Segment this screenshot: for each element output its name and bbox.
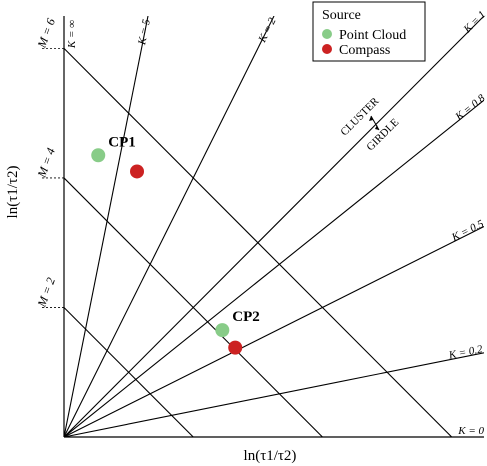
legend-box xyxy=(312,1,426,62)
m-label-m-4: M = 4 xyxy=(34,146,58,180)
m-label-m-2: M = 2 xyxy=(34,276,58,310)
point-cp1-compass xyxy=(130,164,145,179)
k-label-k-0: K = 0 xyxy=(457,425,484,437)
k-label-k-5: K = 5 xyxy=(136,18,153,47)
k-line-k-2 xyxy=(64,16,275,437)
k-label-k-0-8: K = 0.8 xyxy=(453,92,487,124)
arrow-head-down-icon xyxy=(375,125,379,130)
point-label-cp2: CP2 xyxy=(232,309,259,325)
legend-title: Source xyxy=(322,8,361,23)
point-label-cp1: CP1 xyxy=(108,134,136,150)
k-label-k-1: K = 1 xyxy=(461,9,487,36)
m-labels-group: M = 6 M = 4 M = 2 xyxy=(34,16,64,310)
point-labels-group: CP1 CP2 xyxy=(108,134,260,325)
k-line-k-0-2 xyxy=(64,352,484,437)
k-line-k-0-8 xyxy=(64,99,484,437)
k-label-k: K = ∞ xyxy=(66,20,78,49)
k-line-k-5 xyxy=(64,16,149,437)
m-label-m-6: M = 6 xyxy=(34,16,58,50)
legend-marker-compass xyxy=(322,44,332,54)
k-line-k-1 xyxy=(64,16,484,437)
legend-label-point-cloud: Point Cloud xyxy=(339,28,406,43)
cluster-label: CLUSTER xyxy=(338,95,382,139)
k-label-k-2: K = 2 xyxy=(256,16,279,46)
legend-label-compass: Compass xyxy=(339,43,390,58)
point-cp2-compass xyxy=(228,340,243,355)
k-label-k-0-5: K = 0.5 xyxy=(449,218,486,245)
y-axis-title: ln(τ1/τ2) xyxy=(5,166,21,219)
girdle-label: GIRDLE xyxy=(364,116,401,153)
k-lines-group xyxy=(64,16,484,437)
legend: Source Point Cloud Compass xyxy=(312,1,426,62)
k-line-k-0-5 xyxy=(64,226,484,437)
data-points-group xyxy=(91,148,243,355)
legend-marker-point-cloud xyxy=(322,29,332,39)
k-label-k-0-2: K = 0.2 xyxy=(447,343,484,362)
x-axis-title: ln(τ1/τ2) xyxy=(244,448,297,464)
point-cp2-point-cloud xyxy=(215,323,230,338)
arrow-head-up-icon xyxy=(369,116,373,121)
point-cp1-point-cloud xyxy=(91,148,106,163)
